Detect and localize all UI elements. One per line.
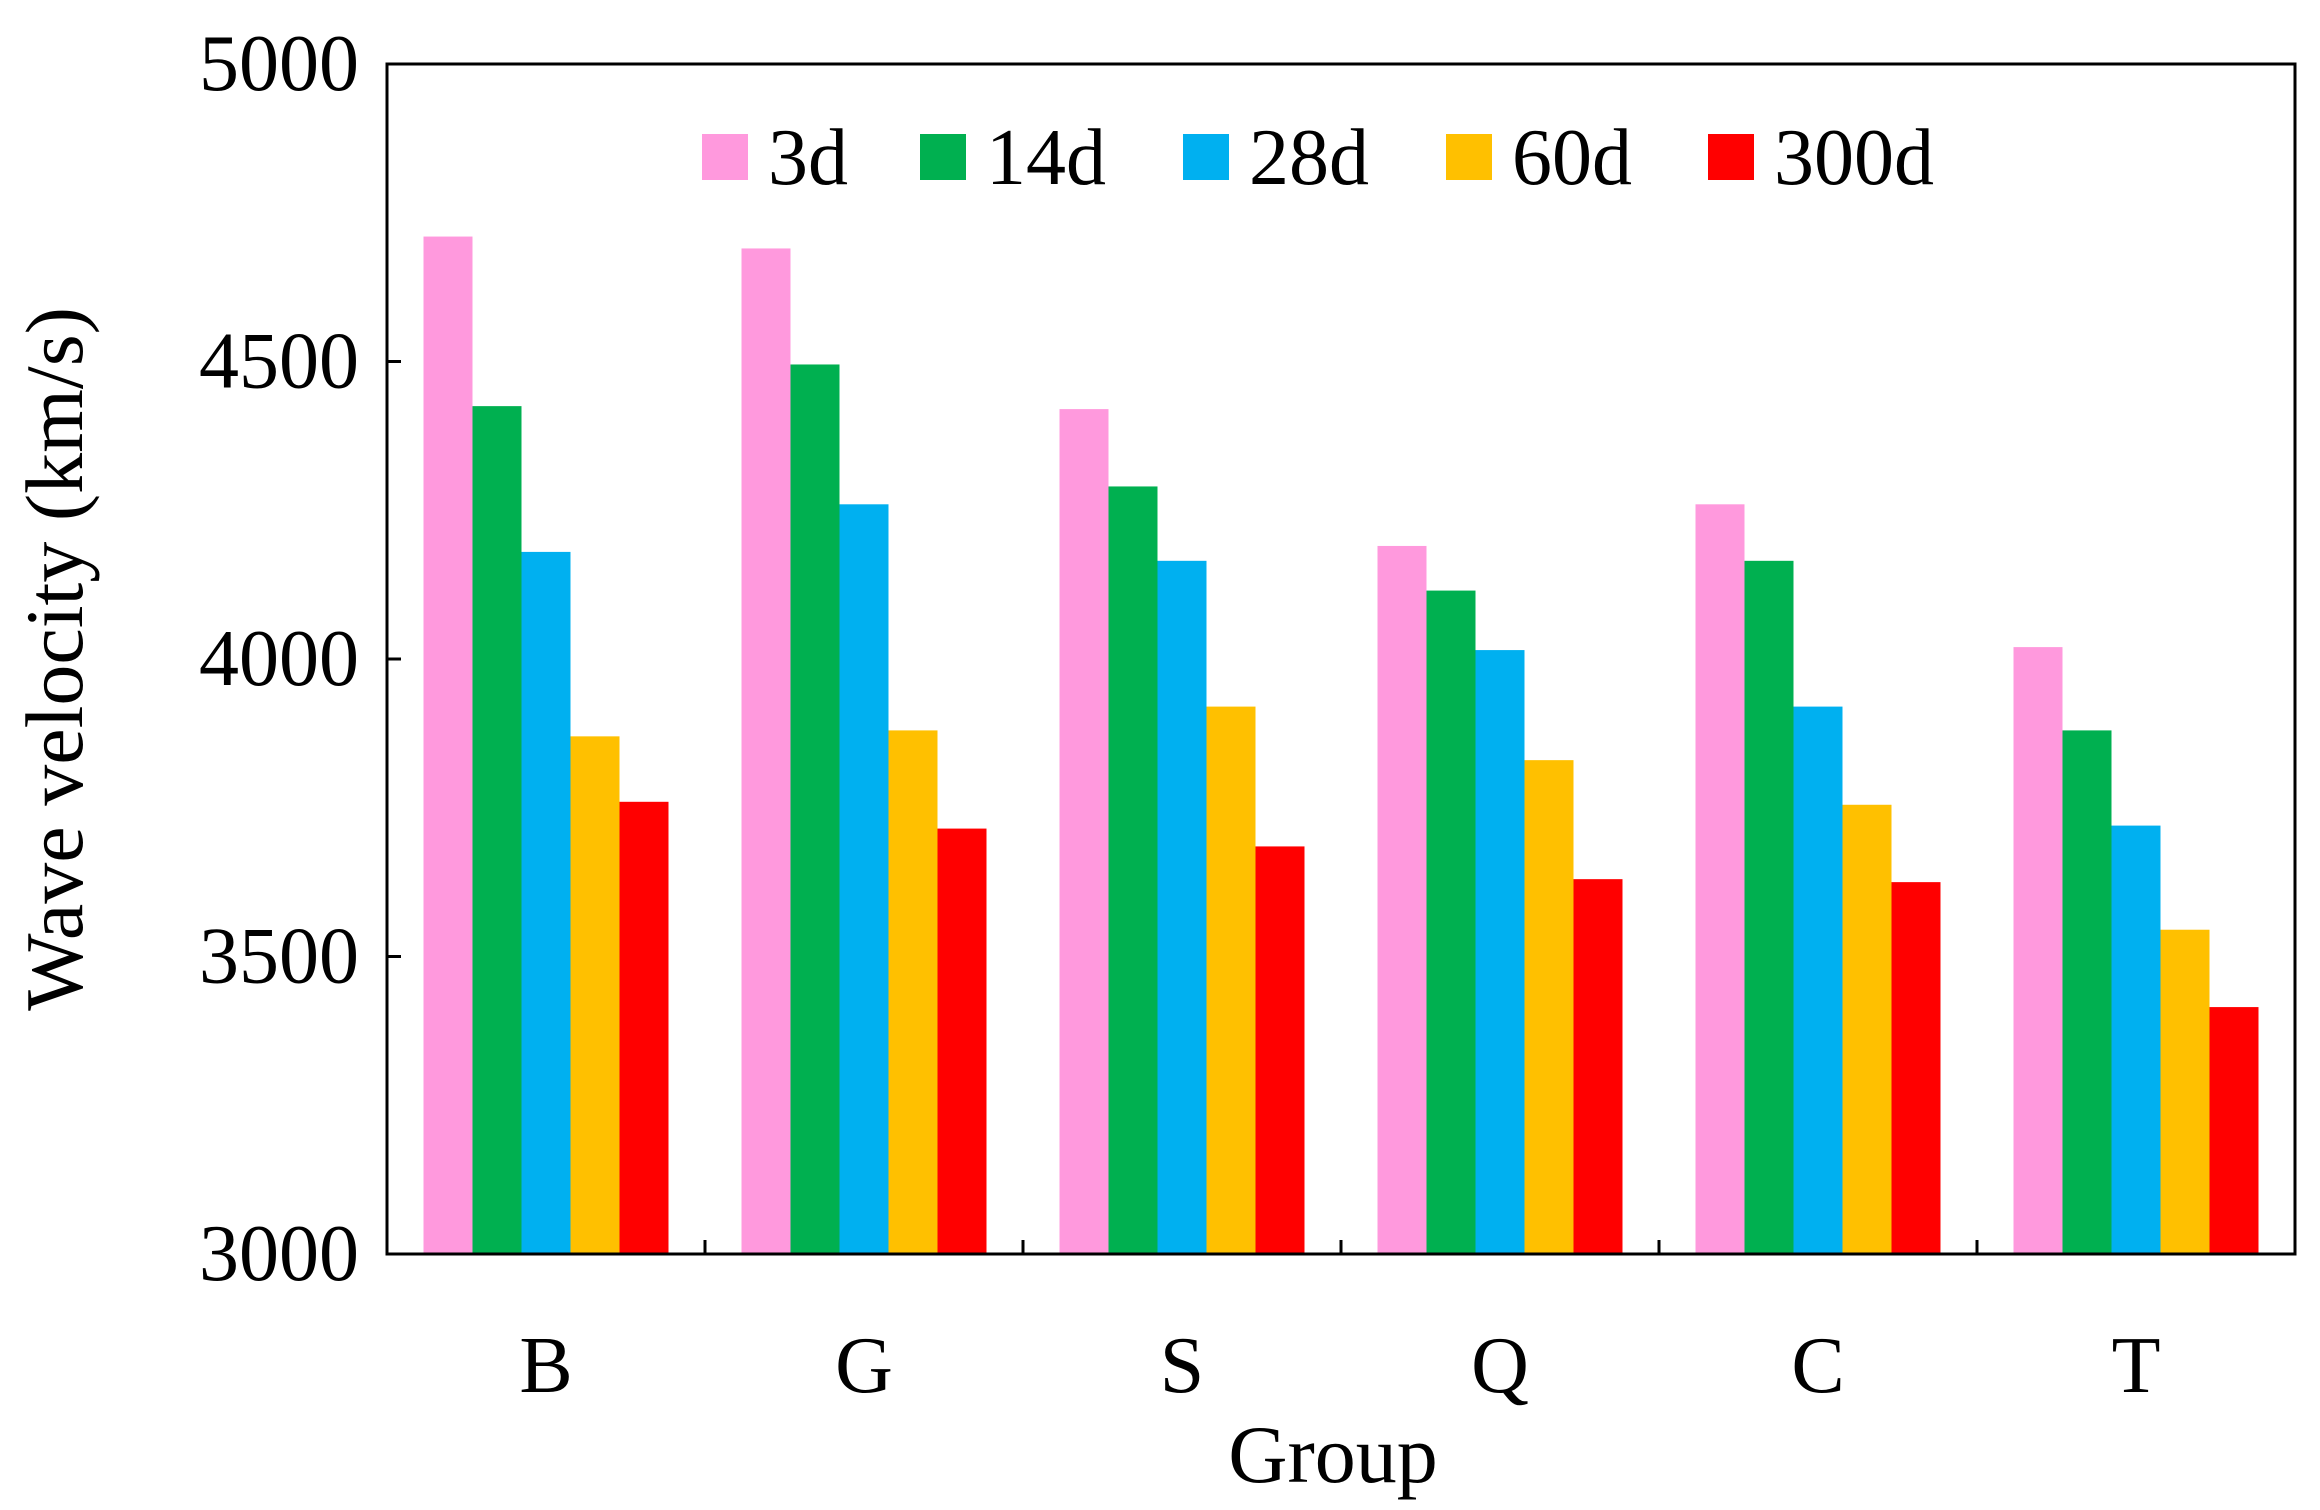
bar-b-28d <box>521 551 571 1254</box>
y-axis-title: Wave velocity (km/s) <box>9 307 100 1011</box>
bar-s-28d <box>1157 560 1207 1254</box>
y-tick-label: 3000 <box>199 1210 359 1298</box>
x-tick-label-q: Q <box>1471 1322 1529 1410</box>
bar-g-3d <box>741 248 791 1254</box>
legend-label-60d: 60d <box>1512 114 1632 202</box>
x-tick-label-c: C <box>1791 1322 1844 1410</box>
legend-label-300d: 300d <box>1774 114 1934 202</box>
bar-b-300d <box>619 801 669 1254</box>
bar-t-3d <box>2013 647 2063 1254</box>
bar-s-300d <box>1255 846 1305 1254</box>
bar-g-28d <box>839 504 889 1254</box>
x-tick-label-t: T <box>2112 1322 2161 1410</box>
x-axis-title: Group <box>1228 1409 1438 1500</box>
legend-label-14d: 14d <box>986 114 1106 202</box>
legend-swatch-60d <box>1446 134 1492 180</box>
bar-c-300d <box>1891 882 1941 1255</box>
bar-s-60d <box>1206 706 1256 1254</box>
bar-q-300d <box>1573 879 1623 1254</box>
y-tick-labels: 3000 3500 4000 4500 5000 <box>199 20 359 1298</box>
bar-b-60d <box>570 736 620 1254</box>
bar-s-3d <box>1059 409 1109 1255</box>
x-tick-label-s: S <box>1160 1322 1205 1410</box>
bar-c-28d <box>1793 706 1843 1254</box>
bar-t-300d <box>2209 1007 2259 1254</box>
x-tick-label-g: G <box>835 1322 893 1410</box>
legend-label-28d: 28d <box>1249 114 1369 202</box>
bar-q-60d <box>1524 760 1574 1254</box>
y-tick-label: 3500 <box>199 913 359 1001</box>
y-tick-label: 4500 <box>199 318 359 406</box>
bar-q-3d <box>1377 545 1427 1254</box>
axis-ticks <box>387 62 1979 1256</box>
bar-s-14d <box>1108 486 1158 1254</box>
bar-t-60d <box>2160 929 2210 1254</box>
bar-q-14d <box>1426 590 1476 1254</box>
bar-t-14d <box>2062 730 2112 1254</box>
bar-g-60d <box>888 730 938 1254</box>
legend-swatch-3d <box>702 134 748 180</box>
legend-swatch-14d <box>920 134 966 180</box>
bar-g-14d <box>790 364 840 1255</box>
bar-q-28d <box>1475 650 1525 1254</box>
bars-layer <box>423 236 2259 1255</box>
bar-c-14d <box>1744 560 1794 1254</box>
x-tick-label-b: B <box>519 1322 572 1410</box>
bar-b-3d <box>423 236 473 1255</box>
y-tick-label: 5000 <box>199 20 359 108</box>
bar-b-14d <box>472 406 522 1255</box>
legend-swatch-28d <box>1183 134 1229 180</box>
bar-g-300d <box>937 828 987 1254</box>
legend-swatch-300d <box>1708 134 1754 180</box>
bar-c-60d <box>1842 804 1892 1254</box>
legend-label-3d: 3d <box>768 114 848 202</box>
plot-frame <box>385 62 2297 1256</box>
y-tick-label: 4000 <box>199 615 359 703</box>
bar-t-28d <box>2111 825 2161 1254</box>
legend: 3d 14d 28d 60d 300d <box>702 114 1934 202</box>
bar-c-3d <box>1695 504 1745 1254</box>
